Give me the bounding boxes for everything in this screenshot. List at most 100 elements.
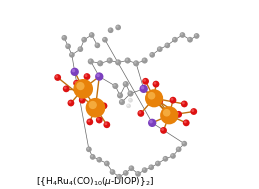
Circle shape xyxy=(109,28,111,31)
Circle shape xyxy=(78,47,81,50)
Circle shape xyxy=(66,44,68,47)
Circle shape xyxy=(170,153,176,159)
Circle shape xyxy=(184,120,187,123)
Circle shape xyxy=(102,103,104,106)
Circle shape xyxy=(157,99,163,104)
Circle shape xyxy=(90,155,95,160)
Circle shape xyxy=(125,57,131,64)
Circle shape xyxy=(90,33,92,35)
Circle shape xyxy=(80,98,85,103)
Circle shape xyxy=(120,100,125,105)
Circle shape xyxy=(82,38,84,40)
Circle shape xyxy=(126,58,128,61)
Circle shape xyxy=(84,74,90,80)
Circle shape xyxy=(73,79,93,99)
Circle shape xyxy=(147,91,163,107)
Circle shape xyxy=(139,111,141,114)
Circle shape xyxy=(171,98,174,101)
Circle shape xyxy=(96,74,100,77)
Circle shape xyxy=(78,47,83,52)
Circle shape xyxy=(142,168,147,173)
Circle shape xyxy=(116,26,119,28)
Circle shape xyxy=(116,60,121,65)
Circle shape xyxy=(124,171,126,173)
Circle shape xyxy=(115,25,121,30)
Circle shape xyxy=(117,175,122,179)
Circle shape xyxy=(127,104,129,106)
Circle shape xyxy=(55,75,58,78)
Circle shape xyxy=(182,141,187,146)
Circle shape xyxy=(105,161,110,166)
Circle shape xyxy=(143,79,149,84)
Circle shape xyxy=(70,53,72,55)
Circle shape xyxy=(135,171,141,177)
Circle shape xyxy=(123,170,128,176)
Circle shape xyxy=(181,33,183,35)
Circle shape xyxy=(87,119,93,125)
Circle shape xyxy=(88,119,90,122)
Circle shape xyxy=(97,118,100,121)
Circle shape xyxy=(66,44,71,49)
Circle shape xyxy=(128,91,131,94)
Circle shape xyxy=(69,101,71,104)
Circle shape xyxy=(128,98,133,102)
Circle shape xyxy=(148,92,155,100)
Circle shape xyxy=(165,43,170,48)
Circle shape xyxy=(141,86,148,93)
Circle shape xyxy=(103,38,105,40)
Circle shape xyxy=(142,78,149,85)
Circle shape xyxy=(188,38,193,42)
Circle shape xyxy=(176,112,182,118)
Circle shape xyxy=(86,98,105,118)
Circle shape xyxy=(116,25,121,30)
Circle shape xyxy=(116,60,119,63)
Circle shape xyxy=(88,100,105,117)
Circle shape xyxy=(156,161,158,164)
Circle shape xyxy=(115,59,121,65)
Circle shape xyxy=(103,38,108,42)
Circle shape xyxy=(110,169,115,175)
Circle shape xyxy=(62,36,67,40)
Circle shape xyxy=(133,60,139,66)
Circle shape xyxy=(123,81,129,87)
Circle shape xyxy=(134,61,139,66)
Circle shape xyxy=(173,38,175,40)
Circle shape xyxy=(70,53,75,57)
Circle shape xyxy=(162,108,178,124)
Circle shape xyxy=(62,36,65,38)
Circle shape xyxy=(74,81,77,84)
Circle shape xyxy=(138,111,144,117)
Circle shape xyxy=(87,119,93,125)
Circle shape xyxy=(176,146,182,152)
Circle shape xyxy=(142,167,147,173)
Circle shape xyxy=(183,119,190,126)
Circle shape xyxy=(124,82,128,87)
Circle shape xyxy=(195,34,199,39)
Circle shape xyxy=(68,100,74,106)
Circle shape xyxy=(127,104,131,108)
Circle shape xyxy=(163,109,170,117)
Circle shape xyxy=(156,161,161,166)
Circle shape xyxy=(74,81,80,86)
Circle shape xyxy=(140,85,148,93)
Circle shape xyxy=(150,53,155,57)
Circle shape xyxy=(111,170,113,172)
Circle shape xyxy=(157,46,163,52)
Circle shape xyxy=(171,154,176,159)
Circle shape xyxy=(118,93,123,98)
Circle shape xyxy=(97,158,102,162)
Circle shape xyxy=(160,106,178,124)
Circle shape xyxy=(176,112,179,115)
Circle shape xyxy=(73,80,80,87)
Circle shape xyxy=(107,58,110,61)
Circle shape xyxy=(165,43,168,46)
Circle shape xyxy=(172,37,178,43)
Text: [{H$_4$Ru$_4$(CO)$_{10}$($\mu$-DIOP)}$_2$]: [{H$_4$Ru$_4$(CO)$_{10}$($\mu$-DIOP)}$_2… xyxy=(36,175,154,188)
Circle shape xyxy=(88,58,94,64)
Circle shape xyxy=(161,128,167,134)
Circle shape xyxy=(194,33,199,39)
Circle shape xyxy=(95,43,100,48)
Circle shape xyxy=(87,147,92,152)
Circle shape xyxy=(108,27,113,33)
Circle shape xyxy=(149,165,152,168)
